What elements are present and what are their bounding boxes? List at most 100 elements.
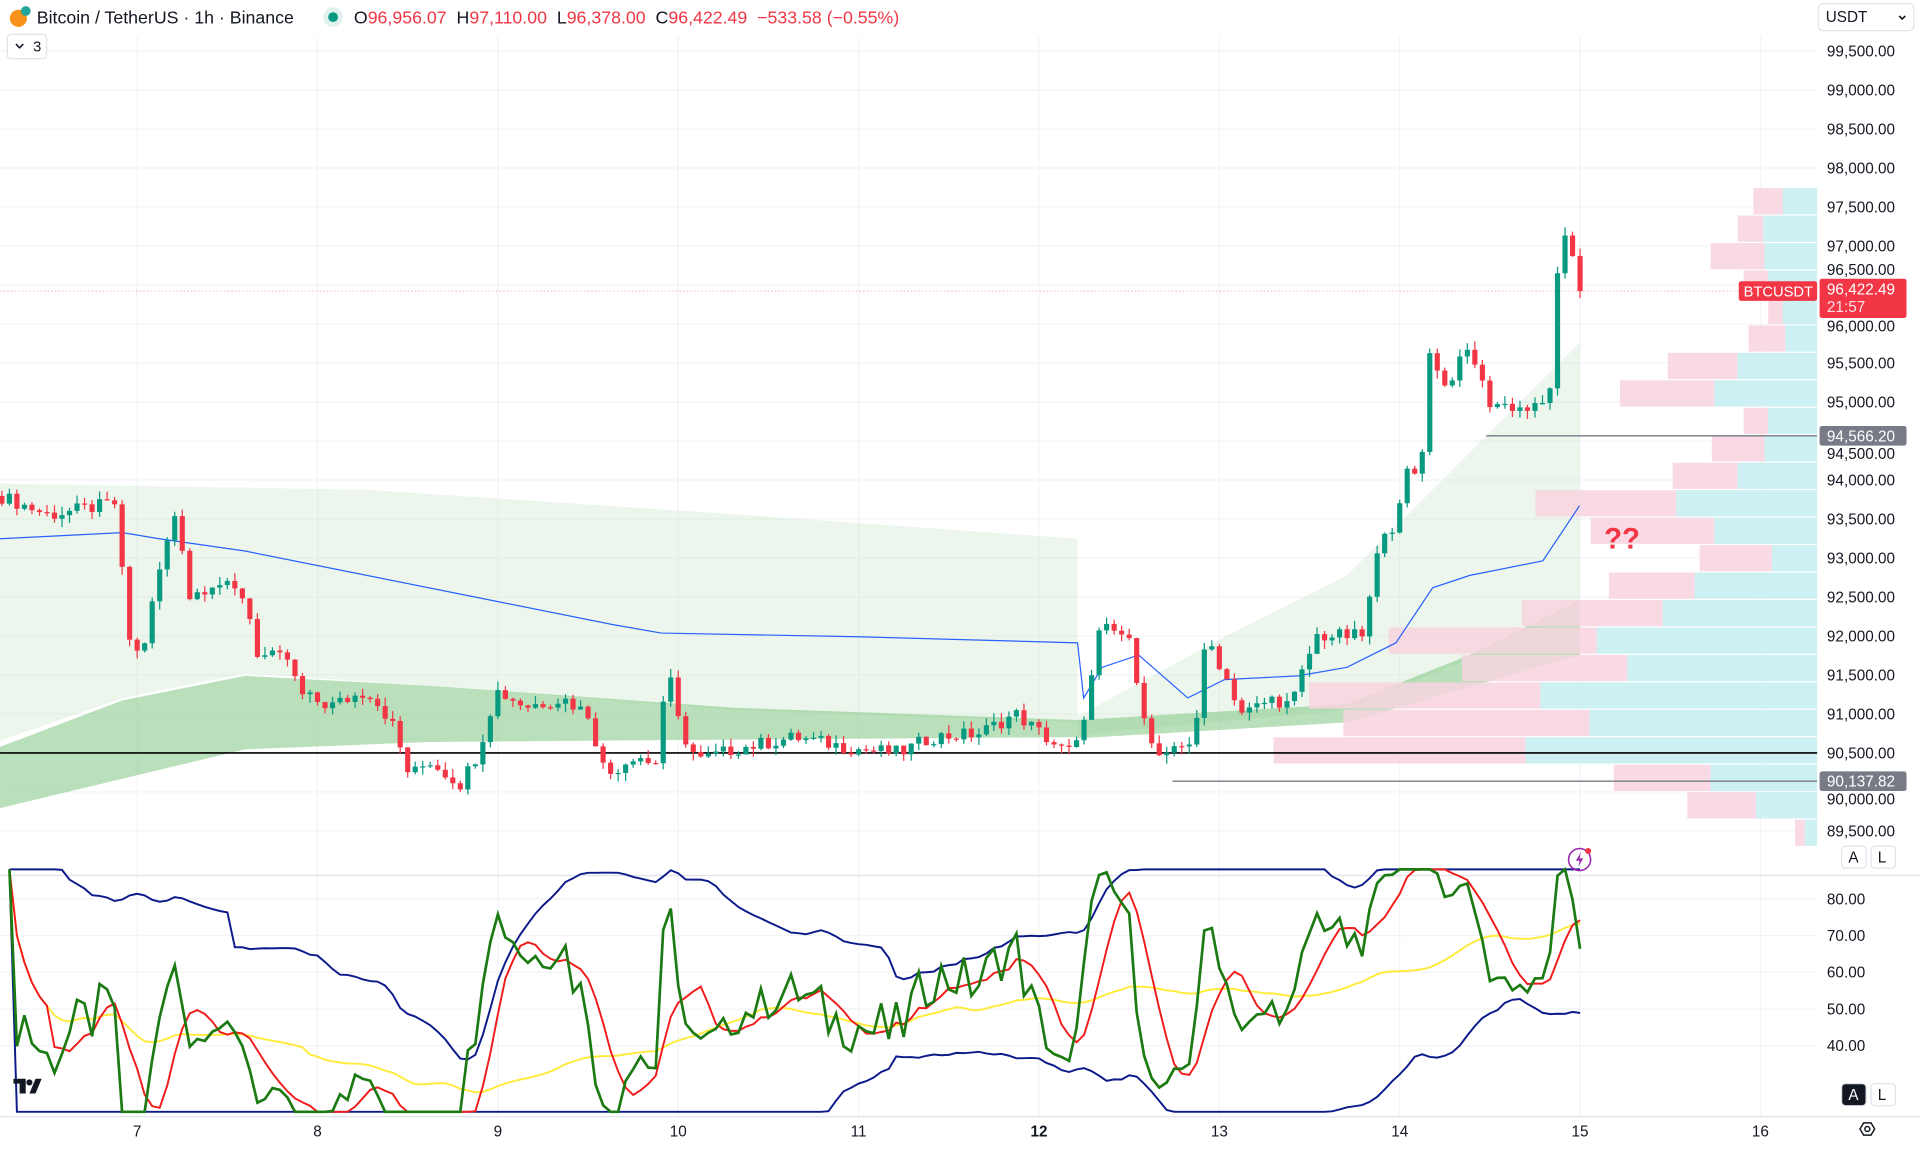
- volume-profile-up-bar: [1763, 215, 1818, 242]
- candle-body: [480, 742, 486, 765]
- candle-body: [645, 758, 651, 764]
- volume-profile-up-bar: [1540, 682, 1818, 709]
- candle-body: [1134, 638, 1140, 684]
- candle-body: [841, 743, 847, 753]
- time-axis[interactable]: 7 8 9 10 11 12 13 14 15 16: [0, 1116, 1920, 1141]
- candle-body: [375, 698, 381, 707]
- candle-body: [44, 512, 50, 514]
- price-tick-label: 95,500.00: [1827, 355, 1895, 372]
- indicator-axis[interactable]: 80.00 70.00 60.00 50.00 40.00 A L: [1827, 891, 1897, 1107]
- time-tick-label: 15: [1572, 1123, 1589, 1140]
- candle-body: [765, 737, 772, 749]
- candle-body: [1224, 669, 1230, 680]
- price-axis[interactable]: 99,500.00 99,000.00 98,500.00 98,000.00 97,5…: [1738, 44, 1907, 869]
- candle-body: [119, 504, 125, 567]
- volume-profile-up-bar: [1764, 243, 1818, 270]
- candle-body: [1111, 623, 1117, 631]
- candle-body: [6, 493, 12, 504]
- candle-body: [1321, 634, 1328, 641]
- price-tick-label: 90,500.00: [1827, 745, 1895, 762]
- candle-body: [299, 676, 306, 695]
- volume-profile-up-bar: [1785, 325, 1818, 352]
- indicator-auto-scale-button[interactable]: [1841, 1083, 1867, 1107]
- candle-body: [983, 725, 989, 735]
- lower-band-line: [8, 869, 1581, 1113]
- volume-profile-up-bar: [1714, 517, 1818, 544]
- volume-profile-down-bar: [1710, 243, 1765, 270]
- candle-body: [675, 677, 681, 717]
- volume-profile-down-bar: [1743, 407, 1769, 435]
- candle-body: [833, 743, 839, 748]
- candle-body: [1239, 700, 1245, 713]
- oscillator-line: [8, 866, 1582, 1114]
- volume-profile-down-bar: [1590, 517, 1715, 544]
- candle-body: [1487, 380, 1493, 408]
- log-scale-button[interactable]: [1870, 845, 1897, 869]
- symbol-badge: [1738, 281, 1818, 301]
- volume-profile-up-bar: [1694, 572, 1818, 599]
- candle-body: [345, 697, 351, 702]
- time-tick-label: 10: [670, 1123, 687, 1140]
- candle-body: [1216, 646, 1222, 670]
- currency-select[interactable]: USDT: [1817, 3, 1915, 32]
- tradingview-logo[interactable]: [13, 1078, 42, 1094]
- candle-body: [517, 700, 524, 706]
- auto-scale-button[interactable]: [1841, 845, 1867, 869]
- candle-body: [420, 766, 426, 768]
- price-tick-label: 94,000.00: [1827, 472, 1895, 489]
- candle-body: [1036, 721, 1042, 728]
- time-tick-label: 11: [851, 1123, 867, 1140]
- volume-profile-up-bar: [1764, 435, 1818, 462]
- price-tick-label: 93,000.00: [1827, 550, 1895, 567]
- candle-body: [976, 734, 982, 738]
- candle-body: [991, 721, 997, 726]
- candle-body: [720, 746, 726, 752]
- volume-profile-down-bar: [1273, 737, 1526, 764]
- volume-profile-down-bar: [1748, 325, 1786, 352]
- candle-body: [795, 732, 802, 741]
- candle-body: [134, 639, 140, 651]
- candle-body: [1337, 629, 1343, 638]
- candle-body: [908, 743, 914, 755]
- candle-body: [209, 587, 215, 595]
- candle-body: [1043, 727, 1050, 743]
- lightning-alert-icon[interactable]: [1567, 847, 1592, 872]
- horizontal-levels: [0, 290, 1818, 782]
- candle-body: [1291, 691, 1298, 702]
- volume-profile-down-bar: [1667, 352, 1738, 380]
- candle-body: [916, 736, 922, 744]
- volume-profile-up-bar: [1804, 819, 1818, 846]
- candle-body: [788, 732, 794, 740]
- candle-body: [307, 692, 313, 695]
- candle-body: [961, 728, 967, 740]
- indicator-log-scale-button[interactable]: [1870, 1083, 1897, 1107]
- candle-body: [442, 769, 448, 778]
- candle-body: [585, 706, 591, 719]
- candle-body: [1201, 649, 1207, 718]
- annotation-text[interactable]: ??: [1604, 523, 1640, 556]
- candle-body: [164, 540, 170, 570]
- candle-body: [1517, 407, 1523, 411]
- candle-body: [615, 772, 621, 775]
- candle-body: [1141, 683, 1147, 719]
- candle-body: [1058, 744, 1065, 746]
- tether-logo-icon: [20, 6, 31, 16]
- candle-body: [390, 718, 396, 721]
- indicators-toggle-button[interactable]: 3: [6, 33, 48, 60]
- candle-body: [1562, 235, 1568, 274]
- svg-text:3: 3: [33, 39, 41, 55]
- settings-gear-icon[interactable]: [1859, 1122, 1876, 1136]
- candle-body: [705, 753, 711, 757]
- candle-body: [1532, 403, 1538, 411]
- candle-body: [367, 697, 373, 700]
- candle-body: [1314, 634, 1320, 654]
- candle-body: [743, 746, 749, 755]
- candle-body: [292, 659, 298, 677]
- symbol-badge-label: BTCUSDT: [1744, 285, 1813, 301]
- time-tick-label: 16: [1752, 1123, 1769, 1140]
- candle-body: [1502, 403, 1508, 406]
- candle-body: [157, 569, 163, 602]
- symbol-title[interactable]: Bitcoin / TetherUS · 1h · Binance: [37, 7, 294, 27]
- candle-body: [1028, 721, 1035, 726]
